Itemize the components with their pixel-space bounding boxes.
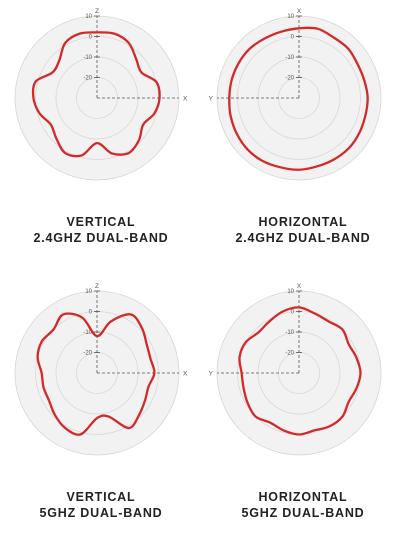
side-axis-label: Y [209,95,214,102]
radiation-pattern-line [31,31,161,158]
side-axis-label: X [183,95,188,102]
r-tick-label: -10 [285,55,294,61]
r-tick-label: 10 [85,14,92,20]
chart-horizontal-5g: 10 0 -10 -20 X Y HORIZONTAL 5GHZ DUAL-BAND [202,275,404,550]
chart-caption: VERTICAL 2.4GHZ DUAL-BAND [0,214,202,246]
r-tick-label: 0 [291,310,295,316]
side-axis-label: X [183,370,188,377]
r-tick-label: 10 [287,14,294,20]
r-tick-label: -20 [285,351,294,357]
chart-vertical-2g: 10 0 -10 -20 Z X VERTICAL 2.4GHZ DUAL-BAND [0,0,202,275]
chart-caption: HORIZONTAL 5GHZ DUAL-BAND [202,489,404,521]
r-tick-label: -20 [83,351,92,357]
polar-plot: 10 0 -10 -20 Z X [14,8,188,181]
caption-line-2: 2.4GHZ DUAL-BAND [235,231,371,245]
r-tick-label: -10 [83,55,92,61]
caption-line-2: 5GHZ DUAL-BAND [39,506,163,520]
side-axis-label: Y [209,370,214,377]
r-tick-label: -10 [83,330,92,336]
polar-plot: 10 0 -10 -20 Z X [14,283,188,456]
top-axis-label: Z [95,8,99,15]
caption-line-1: HORIZONTAL [258,215,348,229]
radiation-pattern-line [228,26,369,171]
caption-line-1: VERTICAL [66,215,136,229]
r-tick-label: 10 [287,289,294,295]
top-axis-label: X [297,283,302,290]
caption-line-1: HORIZONTAL [258,490,348,504]
r-tick-label: -10 [285,330,294,336]
chart-caption: HORIZONTAL 2.4GHZ DUAL-BAND [202,214,404,246]
polar-plot: 10 0 -10 -20 X Y [209,8,382,181]
r-tick-label: 0 [291,35,295,41]
radiation-pattern-line [238,306,362,436]
top-axis-label: Z [95,283,99,290]
polar-plot: 10 0 -10 -20 X Y [209,283,382,456]
top-axis-label: X [297,8,302,15]
chart-horizontal-2g: 10 0 -10 -20 X Y HORIZONTAL 2.4GHZ DUAL-BAND [202,0,404,275]
caption-line-2: 2.4GHZ DUAL-BAND [33,231,169,245]
r-tick-label: -20 [83,76,92,82]
caption-line-2: 5GHZ DUAL-BAND [241,506,365,520]
r-tick-label: 0 [89,35,93,41]
chart-vertical-5g: 10 0 -10 -20 Z X VERTICAL 5GHZ DUAL-BAND [0,275,202,550]
caption-line-1: VERTICAL [66,490,136,504]
r-tick-label: 0 [89,310,93,316]
r-tick-label: -20 [285,76,294,82]
r-tick-label: 10 [85,289,92,295]
radiation-pattern-line [36,312,156,436]
chart-caption: VERTICAL 5GHZ DUAL-BAND [0,489,202,521]
